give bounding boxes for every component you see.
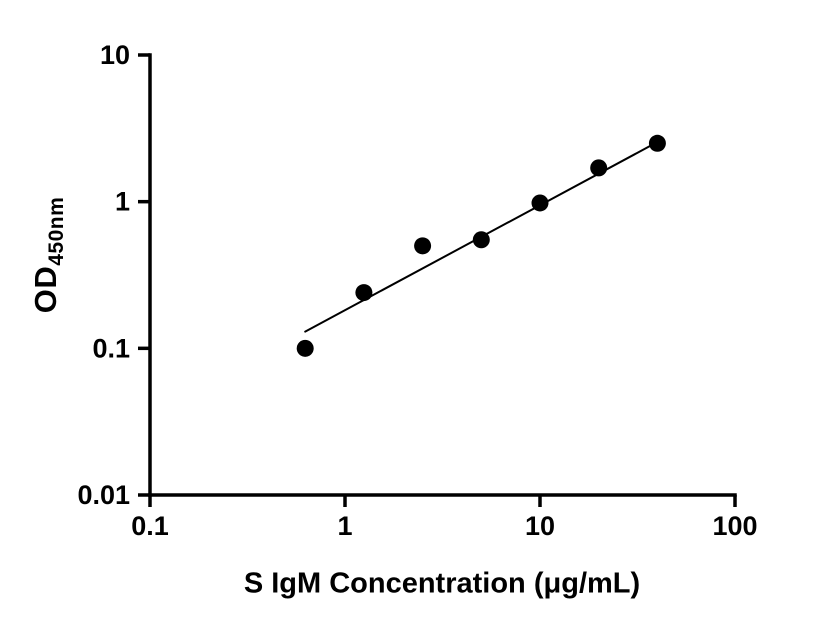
- y-tick-label: 0.1: [92, 333, 130, 363]
- x-tick-label: 0.1: [131, 511, 169, 541]
- data-point: [414, 237, 432, 255]
- data-point: [531, 194, 549, 212]
- x-tick-label: 10: [525, 511, 555, 541]
- data-point: [472, 231, 490, 249]
- y-tick-label: 1: [115, 187, 130, 217]
- x-tick-label: 1: [337, 511, 352, 541]
- y-tick-label: 0.01: [77, 480, 130, 510]
- x-axis-title: S IgM Concentration (μg/mL): [243, 567, 641, 600]
- data-point: [355, 284, 373, 302]
- data-point: [296, 339, 314, 357]
- x-tick-label: 100: [712, 511, 757, 541]
- y-axis-title: OD450nm: [28, 197, 68, 314]
- data-point: [648, 134, 666, 152]
- data-point: [590, 159, 608, 177]
- y-axis-title-main: OD: [28, 265, 63, 314]
- y-axis-title-sub: 450nm: [45, 196, 69, 266]
- y-tick-label: 10: [100, 40, 130, 70]
